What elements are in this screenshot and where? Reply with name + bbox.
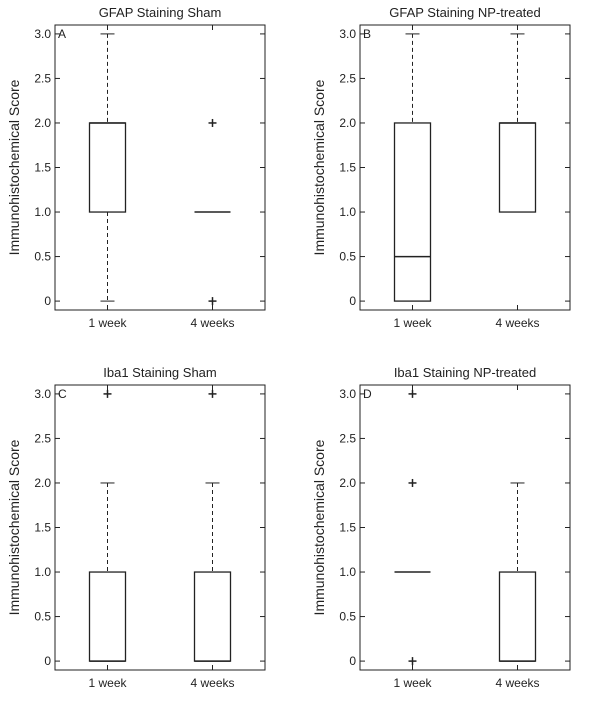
- y-tick-label: 0.5: [339, 250, 356, 264]
- x-tick-label: 4 weeks: [190, 316, 234, 330]
- y-tick-label: 1.5: [34, 521, 51, 535]
- x-tick-label: 4 weeks: [495, 676, 539, 690]
- panel-b: GFAP Staining NP-treated Immunohistochemi…: [311, 5, 571, 330]
- y-tick-label: 2.5: [34, 71, 51, 85]
- y-tick-label: 0.5: [34, 610, 51, 624]
- plot-frame: [54, 384, 266, 671]
- box: [498, 122, 537, 213]
- outlier-marker: [408, 478, 417, 487]
- y-tick-label: 1.5: [339, 161, 356, 175]
- y-tick-label: 2.5: [34, 431, 51, 445]
- outlier-marker: [408, 389, 417, 398]
- y-tick-label: 1.0: [339, 565, 356, 579]
- box: [88, 122, 127, 213]
- x-tick-label: 1 week: [88, 316, 127, 330]
- y-axis-label: Immunohistochemical Score: [311, 439, 327, 615]
- outlier-marker: [408, 657, 417, 666]
- plot-frame: [54, 24, 266, 311]
- y-tick-label: 1.0: [34, 205, 51, 219]
- y-tick-label: 0.5: [34, 250, 51, 264]
- panel-c: Iba1 Staining Sham Immunohistochemical Sc…: [6, 365, 266, 690]
- box: [193, 571, 232, 662]
- x-tick-label: 1 week: [88, 676, 127, 690]
- y-tick-label: 1.5: [34, 161, 51, 175]
- outlier-marker: [103, 389, 112, 398]
- panel-letter: C: [58, 387, 67, 401]
- box: [88, 571, 127, 662]
- y-tick-label: 1.5: [339, 521, 356, 535]
- y-tick-label: 2.0: [34, 476, 51, 490]
- box: [498, 571, 537, 662]
- y-axis-label: Immunohistochemical Score: [6, 439, 22, 615]
- y-tick-label: 3.0: [34, 387, 51, 401]
- y-tick-label: 2.0: [339, 116, 356, 130]
- chart-title: GFAP Staining NP-treated: [389, 5, 541, 20]
- panel-a: GFAP Staining Sham Immunohistochemical Sc…: [6, 5, 266, 330]
- panel-letter: A: [58, 27, 66, 41]
- x-tick-label: 1 week: [393, 316, 432, 330]
- box: [393, 122, 432, 302]
- plot-frame: [359, 384, 571, 671]
- y-tick-label: 2.5: [339, 71, 356, 85]
- panel-d: Iba1 Staining NP-treated Immunohistochemi…: [311, 365, 571, 690]
- panel-letter: D: [363, 387, 372, 401]
- panel-letter: B: [363, 27, 371, 41]
- plot-frame: [359, 24, 571, 311]
- y-axis-label: Immunohistochemical Score: [6, 79, 22, 255]
- y-tick-label: 2.0: [34, 116, 51, 130]
- y-tick-label: 2.5: [339, 431, 356, 445]
- y-axis-label: Immunohistochemical Score: [311, 79, 327, 255]
- outlier-marker: [208, 118, 217, 127]
- y-tick-label: 0.5: [339, 610, 356, 624]
- y-tick-label: 2.0: [339, 476, 356, 490]
- y-tick-label: 0: [44, 654, 51, 668]
- x-tick-label: 1 week: [393, 676, 432, 690]
- chart-title: GFAP Staining Sham: [99, 5, 222, 20]
- y-tick-label: 0: [349, 654, 356, 668]
- x-tick-label: 4 weeks: [190, 676, 234, 690]
- chart-title: Iba1 Staining Sham: [103, 365, 216, 380]
- y-tick-label: 3.0: [339, 387, 356, 401]
- outlier-marker: [208, 297, 217, 306]
- y-tick-label: 1.0: [339, 205, 356, 219]
- x-tick-label: 4 weeks: [495, 316, 539, 330]
- y-tick-label: 0: [44, 294, 51, 308]
- outlier-marker: [208, 389, 217, 398]
- y-tick-label: 3.0: [34, 27, 51, 41]
- chart-title: Iba1 Staining NP-treated: [394, 365, 536, 380]
- y-tick-label: 1.0: [34, 565, 51, 579]
- y-tick-label: 0: [349, 294, 356, 308]
- y-tick-label: 3.0: [339, 27, 356, 41]
